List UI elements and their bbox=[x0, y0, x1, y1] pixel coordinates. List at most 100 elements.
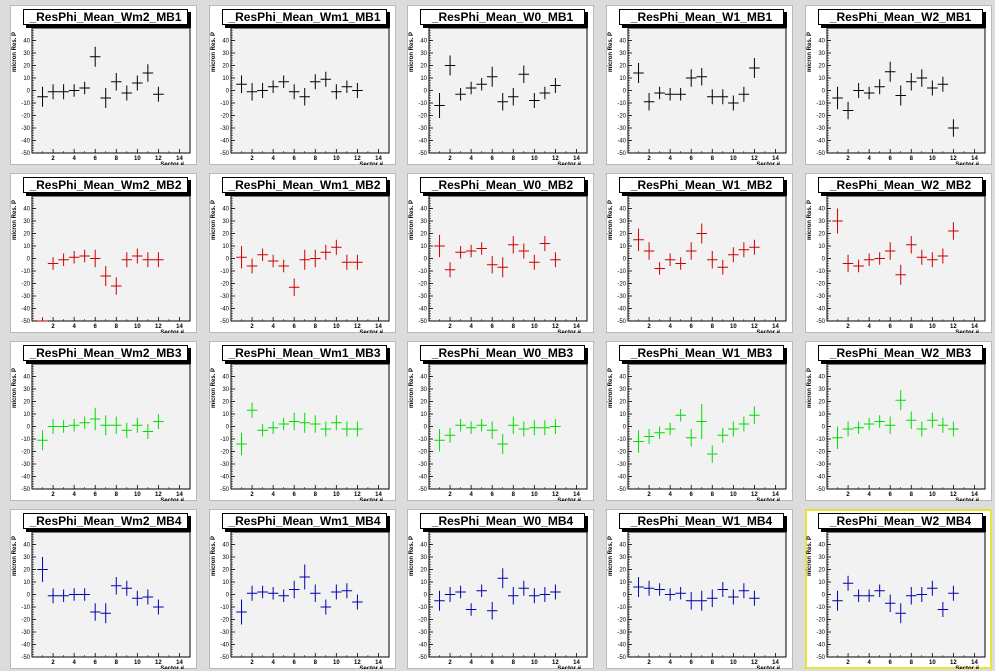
y-tick-label: -40 bbox=[617, 139, 626, 145]
chart-pad[interactable]: 40 30 20 10 0 -10 -20 -30 -40 -50 2 4 6 8 10 12 14 Sector… bbox=[10, 509, 197, 669]
data-point bbox=[68, 251, 80, 264]
data-point bbox=[895, 603, 906, 624]
y-tick-label: 30 bbox=[222, 387, 229, 393]
plot-area: 40 30 20 10 0 -10 -20 -30 -40 -50 2 4 6 8 10 12 14Sector… bbox=[211, 195, 390, 333]
y-tick-label: -50 bbox=[418, 319, 427, 325]
y-tick-label: -20 bbox=[21, 618, 30, 624]
y-tick-label: -20 bbox=[220, 114, 229, 120]
chart-pad[interactable]: 40 30 20 10 0 -10 -20 -30 -40 -50 2 4 6 8 10 12 14 Sector… bbox=[407, 509, 594, 669]
data-point bbox=[444, 262, 456, 278]
chart-pad[interactable]: 40 30 20 10 0 -10 -20 -30 -40 -50 2 4 6 8 10 12 14 Sector… bbox=[407, 341, 594, 501]
x-tick-label: 12 bbox=[155, 156, 162, 162]
data-point bbox=[916, 69, 928, 87]
y-tick-label: 40 bbox=[23, 543, 30, 549]
x-tick-label: 2 bbox=[250, 492, 254, 498]
chart-pad[interactable]: 40 30 20 10 0 -10 -20 -30 -40 -50 2 4 6 8 10 12 14 Sector… bbox=[606, 509, 793, 669]
y-tick-label: -50 bbox=[617, 655, 626, 661]
plot-area: 40 30 20 10 0 -10 -20 -30 -40 -50 2 4 6 8 10 12 14Sector… bbox=[211, 363, 390, 501]
chart-title: _ResPhi_Mean_Wm1_MB3 bbox=[222, 345, 387, 361]
x-tick-label: 6 bbox=[690, 492, 694, 498]
y-tick-label: 40 bbox=[23, 207, 30, 213]
y-axis-title: micron Res. P bbox=[211, 32, 217, 72]
y-tick-label: -40 bbox=[21, 139, 30, 145]
y-tick-label: 30 bbox=[818, 555, 825, 561]
data-point bbox=[47, 588, 59, 604]
x-tick-label: 2 bbox=[647, 324, 651, 330]
y-tick-label: -10 bbox=[220, 269, 229, 275]
y-tick-label: -40 bbox=[418, 475, 427, 481]
y-tick-label: 40 bbox=[619, 543, 626, 549]
x-tick-label: 12 bbox=[950, 492, 957, 498]
chart-pad[interactable]: 40 30 20 10 0 -10 -20 -30 -40 -50 2 4 6 8 10 12 14 Sector… bbox=[606, 173, 793, 333]
x-tick-label: 2 bbox=[647, 492, 651, 498]
chart-pad[interactable]: 40 30 20 10 0 -10 -20 -30 -40 -50 2 4 6 8 10 12 14 Sector… bbox=[209, 5, 396, 165]
y-tick-label: -30 bbox=[21, 630, 30, 636]
data-point bbox=[278, 259, 289, 273]
x-tick-label: 12 bbox=[552, 324, 559, 330]
chart-pad[interactable]: 40 30 20 10 0 -10 -20 -30 -40 -50 2 4 6 8 10 12 14 Sector… bbox=[209, 509, 396, 669]
plot-area: 40 30 20 10 0 -10 -20 -30 -40 -50 2 4 6 8 10 12 14Sector… bbox=[608, 363, 787, 501]
chart-title: _ResPhi_Mean_W2_MB2 bbox=[818, 177, 983, 193]
y-tick-label: 40 bbox=[222, 543, 229, 549]
y-tick-label: 0 bbox=[623, 257, 627, 263]
chart-title: _ResPhi_Mean_W2_MB3 bbox=[818, 345, 983, 361]
y-tick-label: -20 bbox=[816, 618, 825, 624]
chart-pad[interactable]: 40 30 20 10 0 -10 -20 -30 -40 -50 2 4 6 8 10 12 14 Sector… bbox=[10, 173, 197, 333]
data-point bbox=[153, 599, 164, 615]
x-tick-label: 4 bbox=[668, 156, 672, 162]
data-point bbox=[37, 86, 48, 107]
y-tick-label: -50 bbox=[418, 655, 427, 661]
data-point bbox=[853, 421, 864, 434]
chart-pad[interactable]: 40 30 20 10 0 -10 -20 -30 -40 -50 2 4 6 8 10 12 14 Sector… bbox=[805, 341, 992, 501]
x-tick-label: 4 bbox=[867, 324, 871, 330]
x-tick-label: 14 bbox=[375, 660, 382, 666]
data-point bbox=[434, 234, 445, 258]
y-tick-label: -50 bbox=[816, 319, 825, 325]
y-tick-label: -40 bbox=[816, 643, 825, 649]
y-tick-label: -30 bbox=[21, 294, 30, 300]
chart-pad[interactable]: 40 30 20 10 0 -10 -20 -30 -40 -50 2 4 6 8 10 12 14 Sector… bbox=[805, 173, 992, 333]
data-point bbox=[696, 404, 707, 439]
plot-frame bbox=[826, 531, 986, 658]
chart-title: _ResPhi_Mean_W1_MB2 bbox=[619, 177, 784, 193]
chart-pad[interactable]: 40 30 20 10 0 -10 -20 -30 -40 -50 2 4 6 8 10 12 14 Sector… bbox=[209, 173, 396, 333]
x-tick-label: 8 bbox=[314, 156, 318, 162]
chart-pad[interactable]: 40 30 20 10 0 -10 -20 -30 -40 -50 2 4 6 8 10 12 14 Sector… bbox=[209, 341, 396, 501]
y-tick-label: 20 bbox=[420, 64, 427, 70]
y-axis-title: micron Res. P bbox=[807, 368, 813, 408]
y-tick-label: -40 bbox=[816, 475, 825, 481]
x-tick-label: 10 bbox=[730, 660, 737, 666]
y-tick-label: 40 bbox=[23, 39, 30, 45]
y-tick-label: 40 bbox=[222, 207, 229, 213]
data-point bbox=[842, 421, 854, 437]
chart-pad[interactable]: 40 30 20 10 0 -10 -20 -30 -40 -50 2 4 6 8 10 12 14 Sector… bbox=[805, 509, 992, 669]
y-tick-label: 40 bbox=[619, 375, 626, 381]
x-tick-label: 12 bbox=[354, 492, 361, 498]
y-tick-label: 30 bbox=[619, 219, 626, 225]
y-tick-label: -20 bbox=[220, 282, 229, 288]
y-tick-label: -20 bbox=[617, 450, 626, 456]
x-tick-label: 2 bbox=[647, 660, 651, 666]
x-tick-label: 6 bbox=[293, 660, 297, 666]
x-tick-label: 6 bbox=[491, 660, 495, 666]
chart-pad[interactable]: 40 30 20 10 0 -10 -20 -30 -40 -50 2 4 6 8 10 12 14 Sector… bbox=[407, 173, 594, 333]
x-tick-label: 4 bbox=[271, 492, 275, 498]
y-tick-label: 10 bbox=[619, 580, 626, 586]
chart-pad[interactable]: 40 30 20 10 0 -10 -20 -30 -40 -50 2 4 6 8 10 12 14 Sector… bbox=[606, 341, 793, 501]
chart-pad[interactable]: 40 30 20 10 0 -10 -20 -30 -40 -50 2 4 6 8 10 12 14 Sector… bbox=[10, 5, 197, 165]
data-point bbox=[832, 426, 843, 449]
chart-pad[interactable]: 40 30 20 10 0 -10 -20 -30 -40 -50 2 4 6 8 10 12 14 Sector… bbox=[606, 5, 793, 165]
x-tick-label: 10 bbox=[929, 492, 936, 498]
chart-pad[interactable]: 40 30 20 10 0 -10 -20 -30 -40 -50 2 4 6 8 10 12 14 Sector… bbox=[805, 5, 992, 165]
data-point bbox=[675, 88, 686, 101]
chart-pad[interactable]: 40 30 20 10 0 -10 -20 -30 -40 -50 2 4 6 8 10 12 14 Sector… bbox=[10, 341, 197, 501]
y-tick-label: 0 bbox=[623, 593, 627, 599]
chart-pad[interactable]: 40 30 20 10 0 -10 -20 -30 -40 -50 2 4 6 8 10 12 14 Sector… bbox=[407, 5, 594, 165]
y-tick-label: 20 bbox=[619, 568, 626, 574]
x-tick-label: 14 bbox=[772, 492, 779, 498]
data-point bbox=[749, 58, 760, 78]
data-point bbox=[434, 429, 445, 452]
y-tick-label: 0 bbox=[27, 257, 31, 263]
data-point bbox=[937, 248, 949, 264]
y-tick-label: 30 bbox=[222, 555, 229, 561]
